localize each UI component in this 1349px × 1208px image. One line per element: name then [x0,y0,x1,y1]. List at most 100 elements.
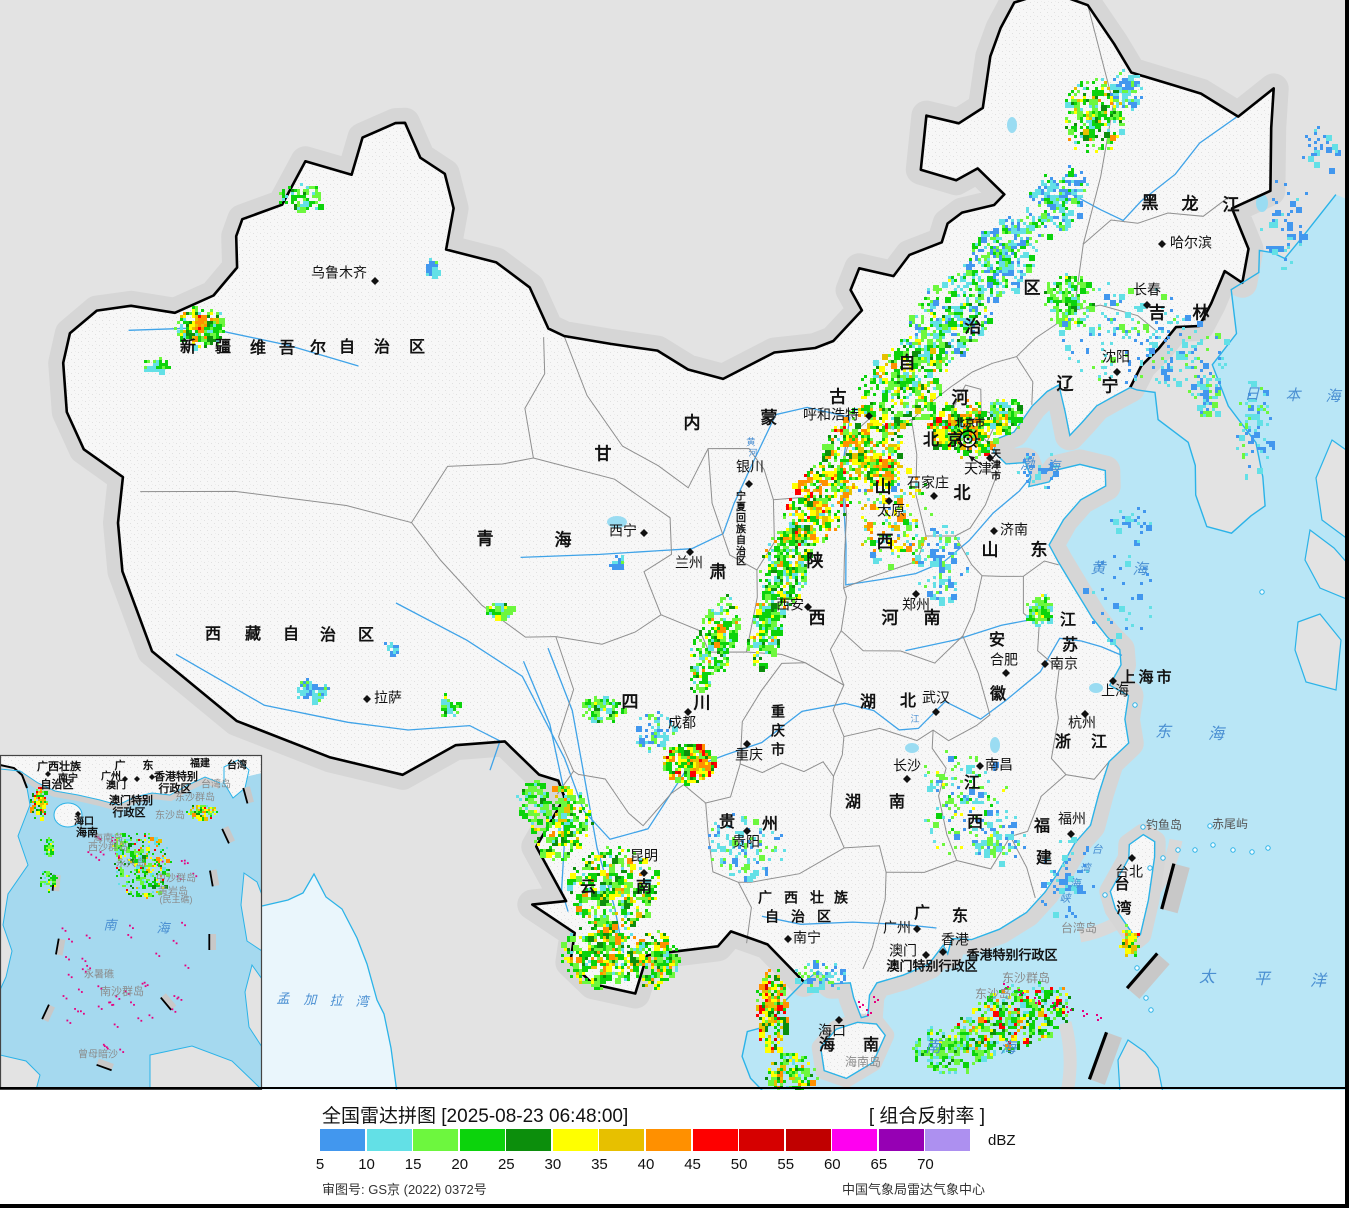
province-label-zhejiang: 浙江 [1055,732,1107,751]
city-label-lhasa: 拉萨 [374,690,402,706]
sea-label-pacific-ocean: 太平洋 [1199,968,1328,990]
river-8 [905,618,1032,652]
city-marker-shanghai [1109,677,1117,685]
city-chengdu: 成都 [668,708,696,731]
province-border-4 [555,614,662,645]
small-island-8 [1134,965,1140,971]
radar-echo-cluster-34 [924,750,1008,855]
colorbar-segment-25 [506,1129,552,1151]
city-xian: 西安 [776,597,812,613]
province-label-gansu: 甘肃 [595,443,727,581]
radar-echo-cluster-7 [1236,381,1275,480]
reef-mark-1 [1018,989,1024,996]
radar-echo-cluster-26 [663,744,717,786]
province-border-24 [705,802,739,883]
city-marker-hangzhou [1081,710,1089,718]
radar-echo-cluster-4 [1146,315,1230,393]
city-shijiazhuang: 石家庄 [907,475,949,500]
province-label-fujian: 福建 [1033,816,1052,867]
province-label-liaoning: 辽宁 [1057,374,1119,395]
radar-echo-cluster-25 [582,696,627,723]
province-label-jilin: 吉林 [1149,302,1210,322]
city-label-shenyang: 沈阳 [1102,349,1130,365]
city-marker-hongkong [939,948,947,956]
city-label-taipei: 台北 [1115,864,1143,880]
city-shenyang: 沈阳 [1102,349,1130,376]
city-marker-nanjing [1041,660,1049,668]
city-label-xining: 西宁 [609,523,637,539]
japan-island-2 [1294,613,1342,691]
sea [742,194,1349,1090]
colorbar-tick-5: 5 [315,1156,325,1173]
small-island-7 [1265,845,1271,851]
small-island-15 [1207,823,1213,829]
province-border-15 [1022,576,1060,718]
legend-title: 全国雷达拼图 [2025-08-23 06:48:00] [322,1106,629,1127]
city-marker-taiyuan [885,497,893,505]
colorbar-segment-40 [646,1129,692,1151]
province-border-0 [140,337,546,524]
radar-echo-cluster-3 [112,833,132,855]
radar-echo-cluster-9 [1110,507,1152,546]
city-label-shanghai: 上海 [1101,683,1129,699]
city-label-hangzhou: 杭州 [1068,715,1096,731]
city-marker-xian [804,603,812,611]
small-island-5 [1230,847,1236,853]
city-label-chengdu: 成都 [668,715,696,731]
radar-echo-cluster-2 [114,833,172,899]
city-haikou: 海口 [818,1016,846,1039]
city-hongkong: 香港 [939,932,969,956]
city-marker-lhasa [363,695,371,703]
nine-dash-1 [1125,952,1170,999]
city-marker-macau [922,951,930,959]
city-marker-guiyang [743,827,751,835]
colorbar-segment-5 [320,1129,366,1151]
city-tianjin: 天津 [964,454,994,477]
colorbar-tick-45: 45 [684,1156,701,1173]
city-label-kunming: 昆明 [630,848,658,864]
colorbar-tick-15: 15 [404,1156,422,1173]
province-label-guizhou: 贵州 [719,812,778,833]
radar-echo-cluster-42 [1041,837,1095,918]
small-island-10 [1143,995,1149,1001]
colorbar-unit-label: dBZ [988,1132,1016,1149]
credit-text: 中国气象局雷达气象中心 [841,1182,985,1197]
nine-dash-0 [1160,863,1190,914]
inset-border [0,754,263,1090]
province-label-hubei: 湖北 [860,692,916,711]
radar-echo-cluster-43 [297,678,330,705]
city-label-hefei: 合肥 [990,652,1018,668]
radar-echo-cluster-5 [40,871,58,893]
colorbar-segment-60 [832,1129,878,1151]
city-guiyang: 贵阳 [732,827,760,850]
radar-echo-cluster-54 [609,555,624,570]
river-1 [395,602,1123,841]
radar-echo-cluster-24 [690,594,741,693]
city-label-haikou: 海口 [818,1023,846,1039]
city-hangzhou: 杭州 [1068,710,1096,731]
city-taipei: 台北 [1115,854,1143,880]
province-label-jiangxi: 江西 [964,774,983,831]
small-island-11 [1148,1007,1154,1013]
small-island-6 [1249,849,1255,855]
page-frame-bottom [0,1204,1349,1208]
city-marker-zhengzhou [912,590,920,598]
city-yinchuan: 银川 [736,459,764,488]
radar-echo-cluster-6 [1302,126,1341,174]
radar-echo-cluster-32 [516,780,552,822]
radar-echo-cluster-33 [708,813,786,882]
city-label-wuhan: 武汉 [922,690,950,706]
city-marker-tianjin [986,454,994,462]
city-label-xian: 西安 [776,597,804,613]
province-label-jiangsu: 江苏 [1060,611,1078,654]
province-label-tianjin-shi: 天津市 [991,449,1002,483]
province-label-qinghai: 青海 [477,528,572,549]
province-label-chongqing: 重庆市 [771,704,785,758]
reef-mark-7 [858,1001,864,1008]
city-kunming: 昆明 [630,848,658,877]
bay-of-bengal-sea [262,874,397,1090]
city-nanchang: 南昌 [976,757,1013,773]
radar-echo-cluster-31 [630,930,681,990]
colorbar-segment-65 [878,1129,924,1151]
